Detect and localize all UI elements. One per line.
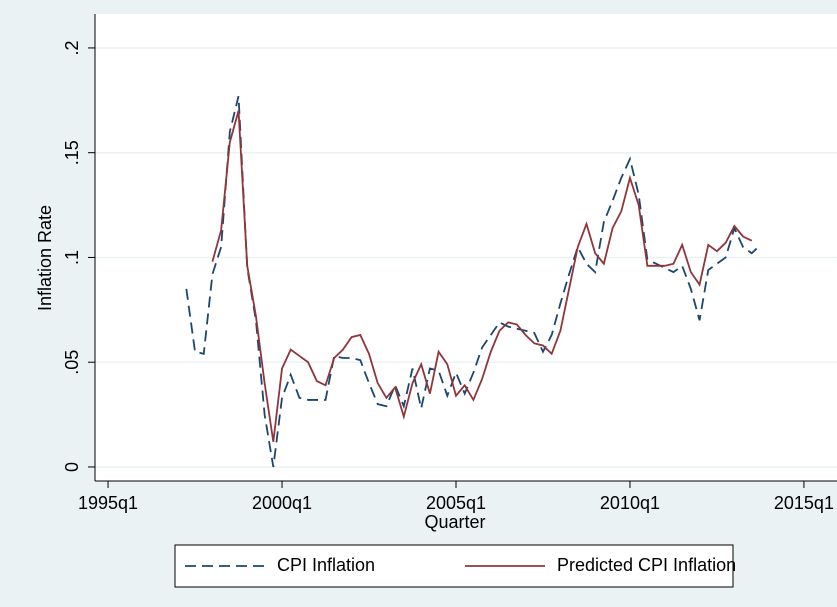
y-tick-label: 0 (62, 462, 82, 472)
y-tick-label: .05 (62, 350, 82, 375)
legend-label: CPI Inflation (277, 555, 375, 575)
y-tick-label: .1 (62, 250, 82, 265)
x-tick-label: 2005q1 (426, 493, 486, 513)
x-tick-label: 2000q1 (252, 493, 312, 513)
y-tick-label: .2 (62, 40, 82, 55)
series-line (211, 110, 753, 442)
series-line (185, 95, 762, 468)
legend-box (174, 544, 734, 588)
legend-label: Predicted CPI Inflation (557, 555, 736, 575)
y-tick-label: .15 (62, 140, 82, 165)
x-tick-label: 1995q1 (78, 493, 138, 513)
plot-region (95, 14, 837, 481)
y-axis-label: Inflation Rate (35, 205, 55, 311)
x-tick-label: 2010q1 (600, 493, 660, 513)
x-axis-label: Quarter (424, 512, 485, 532)
x-tick-label: 2015q1 (774, 493, 834, 513)
